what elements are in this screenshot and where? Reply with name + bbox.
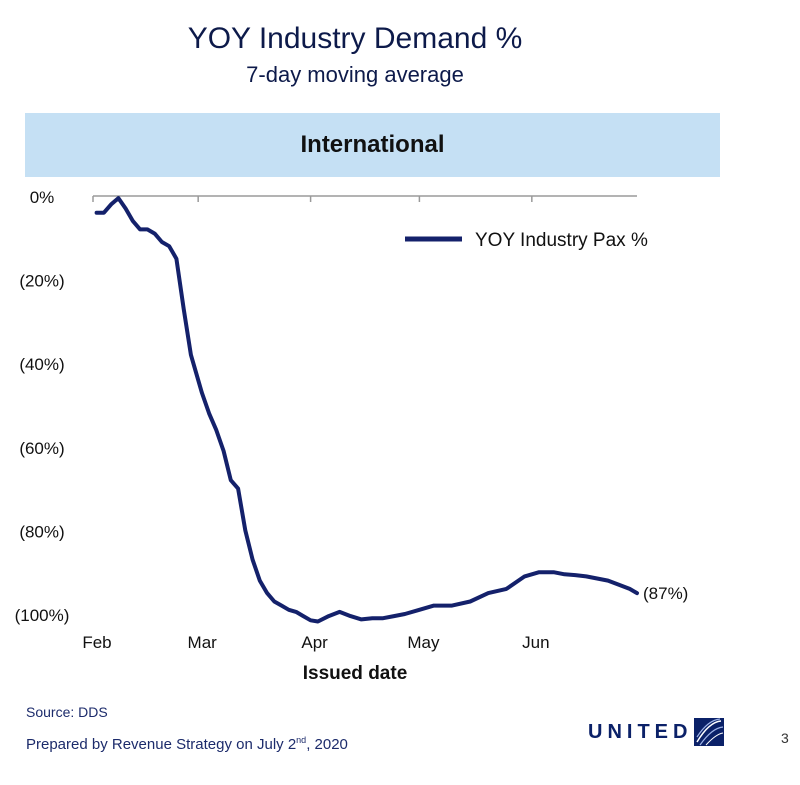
y-tick-label: (60%) [19,439,64,458]
y-tick-label: (40%) [19,355,64,374]
x-tick-label: Mar [188,633,218,652]
y-tick-label: 0% [30,188,55,207]
prepared-year: , 2020 [306,736,348,753]
chart-subtitle: 7-day moving average [246,62,464,87]
series-line-yoy-industry-pax [94,196,639,624]
y-tick-label: (80%) [19,522,64,541]
chart-title: YOY Industry Demand % [187,22,523,55]
x-axis-title: Issued date [303,663,408,684]
x-tick-label: Jun [522,633,549,652]
x-tick-label: Feb [82,633,111,652]
page-number: 3 [781,730,789,746]
globe-icon [694,718,725,746]
prepared-text: Prepared by Revenue Strategy on July 2 [26,736,297,753]
y-tick-label: (20%) [19,272,64,291]
end-value-label: (87%) [643,584,688,603]
region-banner: International [25,113,720,177]
region-banner-label: International [300,131,445,158]
line-chart: Feb Mar Apr May Jun 0% (20%) (40%) (60%) (80%) (10… [15,188,689,684]
source-note: Source: DDS [26,704,108,720]
legend-label: YOY Industry Pax % [475,230,648,251]
united-logo: UNITED [588,718,725,746]
y-tick-label: (100%) [15,606,70,625]
prepared-note: Prepared by Revenue Strategy on July 2nd… [26,735,348,753]
prepared-superscript: nd [296,735,307,745]
logo-wordmark: UNITED [588,720,693,743]
x-tick-label: May [407,633,440,652]
x-tick-label: Apr [301,633,328,652]
